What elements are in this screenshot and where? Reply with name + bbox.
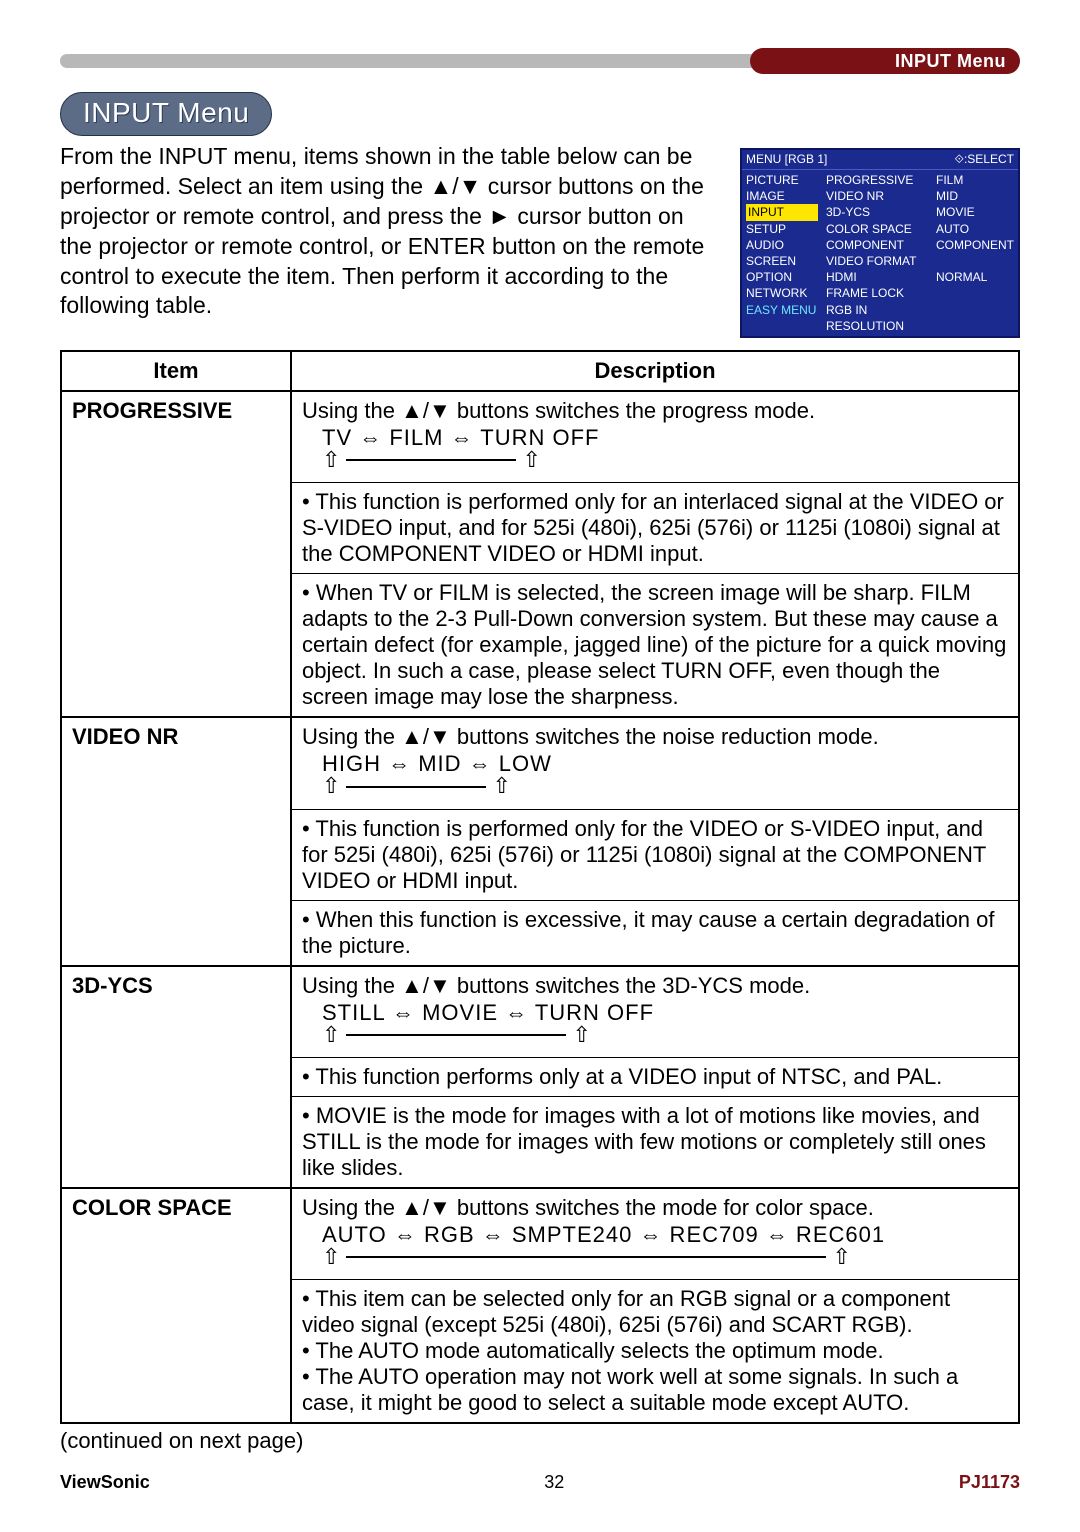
- description-text: • This function is performed only for an…: [302, 489, 1008, 567]
- cycle-options: STILL ⇔ MOVIE ⇔ TURN OFF⇧⇧: [302, 1001, 1008, 1047]
- description-lead: Using the ▲/▼ buttons switches the mode …: [302, 1195, 1008, 1221]
- cycle-return-arrow: ⇧⇧: [322, 448, 1008, 472]
- description-block: • When this function is excessive, it ma…: [292, 900, 1018, 965]
- description-block: Using the ▲/▼ buttons switches the 3D-YC…: [292, 967, 1018, 1057]
- item-name-cell: 3D-YCS: [61, 966, 291, 1188]
- table-row: 3D-YCS Using the ▲/▼ buttons switches the…: [61, 966, 1019, 1188]
- osd-title-left: MENU [RGB 1]: [746, 152, 827, 167]
- item-name-cell: VIDEO NR: [61, 717, 291, 965]
- cycle-return-arrow: ⇧⇧: [322, 1245, 1008, 1269]
- osd-category: SCREEN: [746, 253, 818, 269]
- osd-title-right: ⟐:SELECT: [955, 152, 1014, 167]
- description-block: • MOVIE is the mode for images with a lo…: [292, 1096, 1018, 1187]
- osd-menu-items: PROGRESSIVEVIDEO NR3D-YCSCOLOR SPACECOMP…: [822, 170, 932, 336]
- item-name-cell: PROGRESSIVE: [61, 391, 291, 717]
- osd-item: 3D-YCS: [826, 204, 928, 220]
- osd-item: COLOR SPACE: [826, 221, 928, 237]
- intro-text: From the INPUT menu, items shown in the …: [60, 142, 720, 321]
- osd-item: PROGRESSIVE: [826, 172, 928, 188]
- description-text: • When this function is excessive, it ma…: [302, 907, 1008, 959]
- cycle-options: HIGH ⇔ MID ⇔ LOW⇧⇧: [302, 752, 1008, 798]
- osd-category: NETWORK: [746, 285, 818, 301]
- osd-menu-values: FILMMIDMOVIEAUTOCOMPONENT NORMAL: [932, 170, 1018, 336]
- osd-item: RESOLUTION: [826, 318, 928, 334]
- cycle-options: AUTO ⇔ RGB ⇔ SMPTE240 ⇔ REC709 ⇔ REC601⇧…: [302, 1223, 1008, 1269]
- osd-item: HDMI: [826, 269, 928, 285]
- osd-category: EASY MENU: [746, 302, 818, 318]
- osd-item: VIDEO FORMAT: [826, 253, 928, 269]
- osd-value: MID: [936, 188, 1014, 204]
- osd-item: COMPONENT: [826, 237, 928, 253]
- osd-value: [936, 302, 1014, 318]
- osd-category: IMAGE: [746, 188, 818, 204]
- osd-category: OPTION: [746, 269, 818, 285]
- settings-table: Item Description PROGRESSIVE Using the ▲/…: [60, 350, 1020, 1425]
- description-text: • MOVIE is the mode for images with a lo…: [302, 1103, 1008, 1181]
- description-block: • This function is performed only for an…: [292, 482, 1018, 573]
- description-cell: Using the ▲/▼ buttons switches the mode …: [291, 1188, 1019, 1423]
- osd-item: VIDEO NR: [826, 188, 928, 204]
- item-name-cell: COLOR SPACE: [61, 1188, 291, 1423]
- cycle-return-arrow: ⇧⇧: [322, 774, 1008, 798]
- description-text: • When TV or FILM is selected, the scree…: [302, 580, 1008, 710]
- osd-category: INPUT: [746, 204, 818, 220]
- table-row: VIDEO NR Using the ▲/▼ buttons switches t…: [61, 717, 1019, 965]
- description-text: • This function performs only at a VIDEO…: [302, 1064, 1008, 1090]
- osd-category: AUDIO: [746, 237, 818, 253]
- description-block: • This item can be selected only for an …: [292, 1279, 1018, 1422]
- osd-screenshot: MENU [RGB 1] ⟐:SELECT PICTUREIMAGEINPUTS…: [740, 148, 1020, 338]
- description-block: Using the ▲/▼ buttons switches the noise…: [292, 718, 1018, 808]
- footer-brand: ViewSonic: [60, 1472, 150, 1493]
- description-text: • This item can be selected only for an …: [302, 1286, 1008, 1416]
- description-block: Using the ▲/▼ buttons switches the progr…: [292, 392, 1018, 482]
- cycle-options: TV ⇔ FILM ⇔ TURN OFF⇧⇧: [302, 426, 1008, 472]
- osd-value: NORMAL: [936, 269, 1014, 285]
- page-title-pill: INPUT Menu: [60, 92, 272, 136]
- description-block: • This function performs only at a VIDEO…: [292, 1057, 1018, 1096]
- osd-value: MOVIE: [936, 204, 1014, 220]
- osd-value: AUTO: [936, 221, 1014, 237]
- osd-value: [936, 318, 1014, 334]
- description-block: • This function is performed only for th…: [292, 809, 1018, 900]
- osd-category: SETUP: [746, 221, 818, 237]
- cycle-return-arrow: ⇧⇧: [322, 1023, 1008, 1047]
- page-footer: ViewSonic 32 PJ1173: [60, 1472, 1020, 1493]
- osd-value: [936, 253, 1014, 269]
- description-cell: Using the ▲/▼ buttons switches the noise…: [291, 717, 1019, 965]
- footer-page-number: 32: [544, 1472, 564, 1493]
- col-header-item: Item: [61, 351, 291, 391]
- osd-value: FILM: [936, 172, 1014, 188]
- osd-item: FRAME LOCK: [826, 285, 928, 301]
- osd-item: RGB IN: [826, 302, 928, 318]
- description-block: Using the ▲/▼ buttons switches the mode …: [292, 1189, 1018, 1279]
- top-bar: INPUT Menu: [60, 40, 1020, 74]
- description-cell: Using the ▲/▼ buttons switches the progr…: [291, 391, 1019, 717]
- description-cell: Using the ▲/▼ buttons switches the 3D-YC…: [291, 966, 1019, 1188]
- osd-value: COMPONENT: [936, 237, 1014, 253]
- table-row: COLOR SPACE Using the ▲/▼ buttons switche…: [61, 1188, 1019, 1423]
- osd-menu-categories: PICTUREIMAGEINPUTSETUPAUDIOSCREENOPTIONN…: [742, 170, 822, 336]
- description-text: • This function is performed only for th…: [302, 816, 1008, 894]
- osd-value: [936, 285, 1014, 301]
- description-lead: Using the ▲/▼ buttons switches the noise…: [302, 724, 1008, 750]
- osd-category: PICTURE: [746, 172, 818, 188]
- description-block: • When TV or FILM is selected, the scree…: [292, 573, 1018, 716]
- description-lead: Using the ▲/▼ buttons switches the progr…: [302, 398, 1008, 424]
- description-lead: Using the ▲/▼ buttons switches the 3D-YC…: [302, 973, 1008, 999]
- table-row: PROGRESSIVE Using the ▲/▼ buttons switche…: [61, 391, 1019, 717]
- footer-model: PJ1173: [959, 1472, 1020, 1493]
- col-header-description: Description: [291, 351, 1019, 391]
- continued-note: (continued on next page): [60, 1428, 1020, 1454]
- section-label: INPUT Menu: [750, 48, 1020, 74]
